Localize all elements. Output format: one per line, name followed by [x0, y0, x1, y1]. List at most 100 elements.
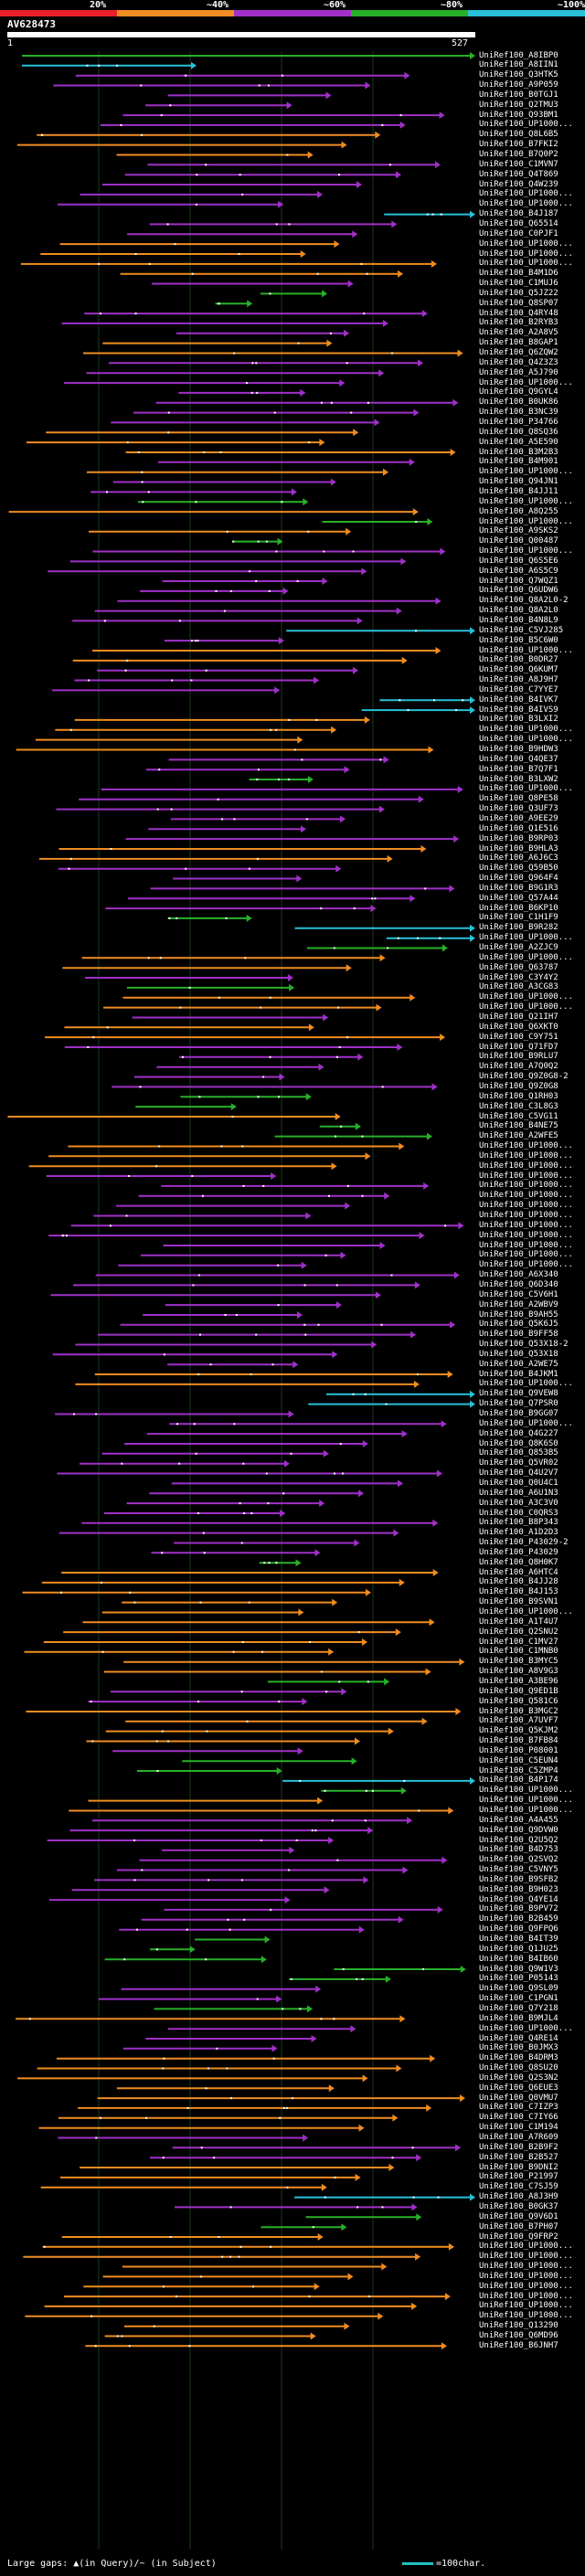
hit-label-link[interactable]: UniRef100_B7Q7F1: [479, 764, 558, 774]
hit-label-link[interactable]: UniRef100_B4D753: [479, 1845, 558, 1855]
hit-label-link[interactable]: UniRef100_Q8A2L0-2: [479, 596, 569, 606]
hit-label-link[interactable]: UniRef100_Q581C6: [479, 1696, 558, 1706]
hit-label-link[interactable]: UniRef100_B4IT39: [479, 1935, 558, 1944]
hit-label-link[interactable]: UniRef100_B2B527: [479, 2152, 558, 2162]
hit-label-link[interactable]: UniRef100_UP1000...: [479, 1211, 573, 1220]
hit-label-link[interactable]: UniRef100_B7PH07: [479, 2221, 558, 2231]
hit-label-link[interactable]: UniRef100_UP1000...: [479, 249, 573, 259]
hit-label-link[interactable]: UniRef100_B9DNI2: [479, 2162, 558, 2172]
hit-label-link[interactable]: UniRef100_UP1000...: [479, 1418, 573, 1428]
hit-label-link[interactable]: UniRef100_B2B9F2: [479, 2142, 558, 2152]
hit-label-link[interactable]: UniRef100_B9HDW3: [479, 745, 558, 754]
hit-label-link[interactable]: UniRef100_A9P059: [479, 80, 558, 90]
hit-label-link[interactable]: UniRef100_A9SKS2: [479, 526, 558, 536]
hit-label-link[interactable]: UniRef100_UP1000...: [479, 1806, 573, 1815]
hit-label-link[interactable]: UniRef100_Q3UF73: [479, 804, 558, 814]
hit-label-link[interactable]: UniRef100_Q9GYL4: [479, 387, 558, 398]
hit-label-link[interactable]: UniRef100_UP1000...: [479, 784, 573, 794]
hit-label-link[interactable]: UniRef100_Q4YE14: [479, 1894, 558, 1904]
hit-label-link[interactable]: UniRef100_B9SFB2: [479, 1874, 558, 1884]
hit-label-link[interactable]: UniRef100_Q2SNU2: [479, 1627, 558, 1637]
hit-label-link[interactable]: UniRef100_C9Y751: [479, 1032, 558, 1042]
hit-label-link[interactable]: UniRef100_Q6UDW6: [479, 586, 558, 596]
hit-label-link[interactable]: UniRef100_P43029-2: [479, 1538, 569, 1547]
hit-label-link[interactable]: UniRef100_A8IBP0: [479, 50, 558, 60]
hit-label-link[interactable]: UniRef100_Q8SP07: [479, 298, 558, 308]
hit-label-link[interactable]: UniRef100_A7R609: [479, 2133, 558, 2142]
hit-label-link[interactable]: UniRef100_B4J153: [479, 1587, 558, 1597]
hit-label-link[interactable]: UniRef100_C7IY66: [479, 2113, 558, 2123]
hit-label-link[interactable]: UniRef100_Q9SL09: [479, 1984, 558, 1994]
hit-label-link[interactable]: UniRef100_B9MJL4: [479, 2013, 558, 2023]
hit-label-link[interactable]: UniRef100_B4M901: [479, 457, 558, 467]
hit-label-link[interactable]: UniRef100_UP1000...: [479, 120, 573, 130]
hit-label-link[interactable]: UniRef100_B0TGJ1: [479, 90, 558, 100]
hit-label-link[interactable]: UniRef100_P21997: [479, 2172, 558, 2182]
hit-label-link[interactable]: UniRef100_Q4U2V7: [479, 1468, 558, 1478]
hit-label-link[interactable]: UniRef100_Q0U4C1: [479, 1478, 558, 1488]
hit-label-link[interactable]: UniRef100_Q6D340: [479, 1279, 558, 1289]
hit-label-link[interactable]: UniRef100_B9RP03: [479, 833, 558, 843]
hit-label-link[interactable]: UniRef100_A6HTC4: [479, 1567, 558, 1577]
hit-label-link[interactable]: UniRef100_C5V6H1: [479, 1289, 558, 1299]
hit-label-link[interactable]: UniRef100_UP1000...: [479, 1150, 573, 1161]
hit-label-link[interactable]: UniRef100_B2B459: [479, 1914, 558, 1924]
hit-label-link[interactable]: UniRef100_B4IB60: [479, 1954, 558, 1964]
hit-label-link[interactable]: UniRef100_B9SVN1: [479, 1597, 558, 1607]
hit-label-link[interactable]: UniRef100_B6JNH7: [479, 2340, 558, 2350]
hit-label-link[interactable]: UniRef100_UP1000...: [479, 2271, 573, 2281]
hit-label-link[interactable]: UniRef100_Q1JU25: [479, 1944, 558, 1954]
hit-label-link[interactable]: UniRef100_B2RYB3: [479, 318, 558, 328]
hit-label-link[interactable]: UniRef100_Q2U5Q2: [479, 1835, 558, 1845]
hit-label-link[interactable]: UniRef100_UP1000...: [479, 516, 573, 526]
hit-label-link[interactable]: UniRef100_C5EUN4: [479, 1755, 558, 1765]
hit-label-link[interactable]: UniRef100_UP1000...: [479, 952, 573, 962]
hit-label-link[interactable]: UniRef100_UP1000...: [479, 645, 573, 655]
hit-label-link[interactable]: UniRef100_A8IIN1: [479, 60, 558, 70]
hit-label-link[interactable]: UniRef100_A6S5C9: [479, 566, 558, 576]
hit-label-link[interactable]: UniRef100_Q13290: [479, 2321, 558, 2331]
hit-label-link[interactable]: UniRef100_B7Q0P2: [479, 150, 558, 159]
hit-label-link[interactable]: UniRef100_C3L8G3: [479, 1101, 558, 1111]
hit-label-link[interactable]: UniRef100_Q6ZQW2: [479, 348, 558, 357]
hit-label-link[interactable]: UniRef100_B4JJ28: [479, 1577, 558, 1587]
hit-label-link[interactable]: UniRef100_UP1000...: [479, 1260, 573, 1270]
hit-label-link[interactable]: UniRef100_A2WE75: [479, 1359, 558, 1369]
hit-label-link[interactable]: UniRef100_P34766: [479, 417, 558, 427]
hit-label-link[interactable]: UniRef100_UP1000...: [479, 1250, 573, 1260]
hit-label-link[interactable]: UniRef100_B9FF58: [479, 1330, 558, 1340]
hit-label-link[interactable]: UniRef100_B4NE75: [479, 1121, 558, 1131]
hit-label-link[interactable]: UniRef100_B3MGC2: [479, 1706, 558, 1716]
hit-label-link[interactable]: UniRef100_C1MV27: [479, 1637, 558, 1647]
hit-label-link[interactable]: UniRef100_Q6KUM7: [479, 665, 558, 675]
hit-label-link[interactable]: UniRef100_UP1000...: [479, 1141, 573, 1150]
hit-label-link[interactable]: UniRef100_P08001: [479, 1745, 558, 1755]
hit-label-link[interactable]: UniRef100_Q1E516: [479, 823, 558, 833]
hit-label-link[interactable]: UniRef100_C1M194: [479, 2123, 558, 2133]
hit-label-link[interactable]: UniRef100_B3LXI2: [479, 715, 558, 725]
hit-label-link[interactable]: UniRef100_C3Y4Y2: [479, 972, 558, 982]
hit-label-link[interactable]: UniRef100_UP1000...: [479, 933, 573, 943]
hit-label-link[interactable]: UniRef100_Q4T869: [479, 169, 558, 179]
hit-label-link[interactable]: UniRef100_UP1000...: [479, 2281, 573, 2291]
hit-label-link[interactable]: UniRef100_B0DR27: [479, 655, 558, 665]
hit-label-link[interactable]: UniRef100_Q2TMU3: [479, 100, 558, 110]
hit-label-link[interactable]: UniRef100_C1MVN7: [479, 159, 558, 169]
hit-label-link[interactable]: UniRef100_C1MUJ6: [479, 279, 558, 288]
hit-label-link[interactable]: UniRef100_C1PGN1: [479, 1994, 558, 2004]
hit-label-link[interactable]: UniRef100_A8V9G3: [479, 1667, 558, 1676]
hit-label-link[interactable]: UniRef100_A2WBV9: [479, 1299, 558, 1309]
hit-label-link[interactable]: UniRef100_A2WFE5: [479, 1131, 558, 1141]
hit-label-link[interactable]: UniRef100_UP1000...: [479, 1796, 573, 1806]
hit-label-link[interactable]: UniRef100_Q2S3N2: [479, 2072, 558, 2083]
hit-label-link[interactable]: UniRef100_C1MNB0: [479, 1647, 558, 1657]
hit-label-link[interactable]: UniRef100_Q6MD96: [479, 2331, 558, 2340]
hit-label-link[interactable]: UniRef100_C5VJ285: [479, 625, 564, 635]
hit-label-link[interactable]: UniRef100_A9EE29: [479, 813, 558, 823]
hit-label-link[interactable]: UniRef100_Q8A2L0: [479, 606, 558, 616]
hit-label-link[interactable]: UniRef100_UP1000...: [479, 496, 573, 506]
hit-label-link[interactable]: UniRef100_Q4RE14: [479, 2033, 558, 2043]
hit-label-link[interactable]: UniRef100_Q93BM1: [479, 110, 558, 120]
hit-label-link[interactable]: UniRef100_Q6XKT0: [479, 1022, 558, 1032]
hit-label-link[interactable]: UniRef100_Q5KJM2: [479, 1726, 558, 1736]
